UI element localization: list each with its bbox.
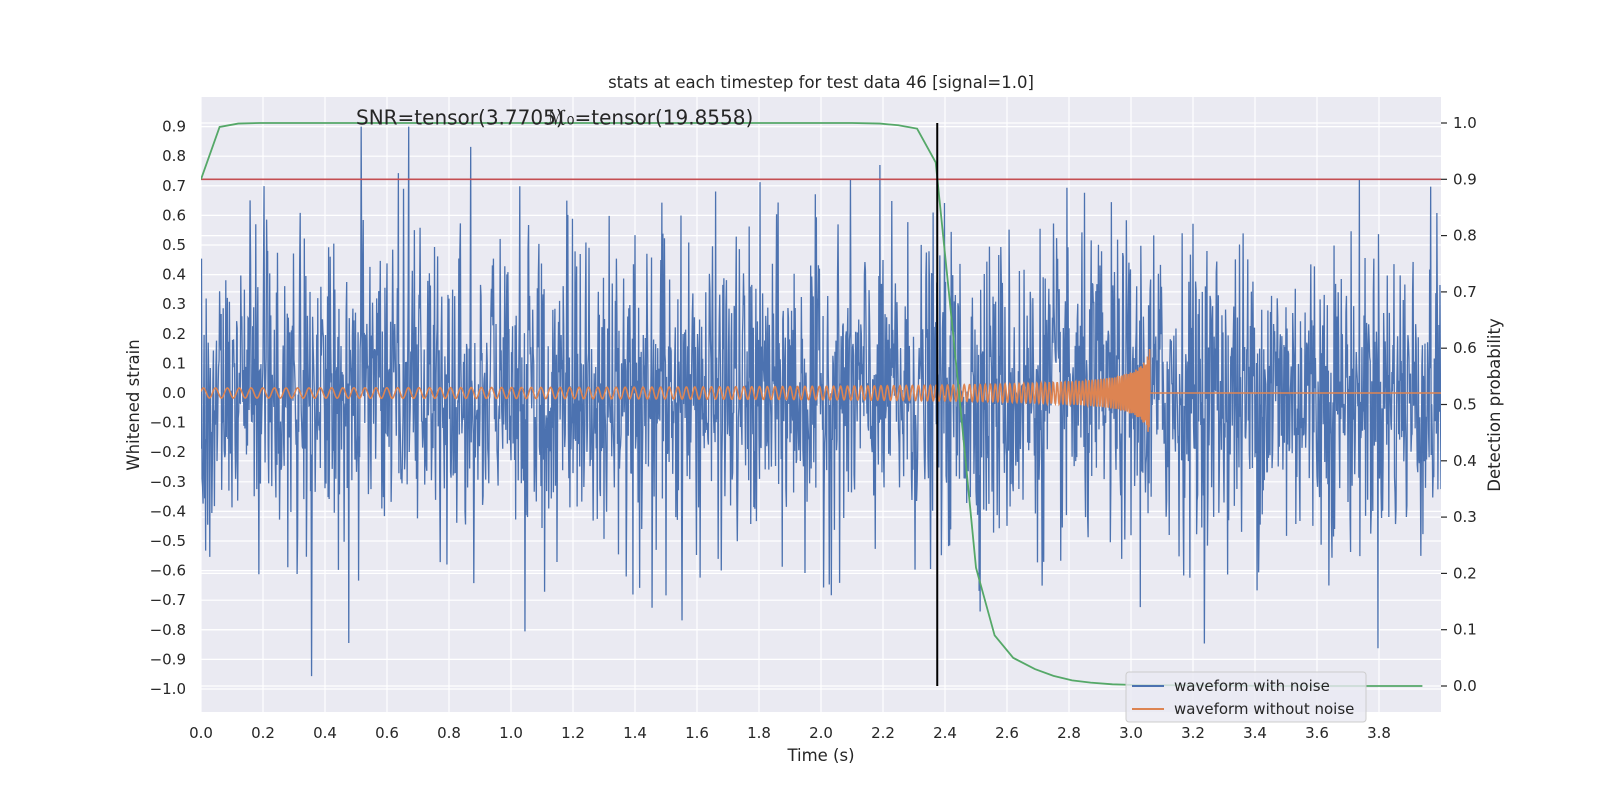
series-waveform-without-noise <box>201 349 1441 432</box>
y-tick-label: 0.0 <box>162 384 186 402</box>
y2-tick-label: 1.0 <box>1453 114 1477 132</box>
y-tick-label: −0.8 <box>150 621 186 639</box>
y2-tick-label: 0.2 <box>1453 564 1477 582</box>
series-detection-probability <box>201 122 1423 687</box>
y2-tick-label: 0.0 <box>1453 677 1477 695</box>
y-tick-label: 0.5 <box>162 236 186 254</box>
y-tick-label: 0.3 <box>162 295 186 313</box>
y2-tick-label: 0.5 <box>1453 396 1477 414</box>
y-tick-label: 0.8 <box>162 147 186 165</box>
y-tick-label: 0.1 <box>162 354 186 372</box>
x-tick-label: 2.6 <box>995 724 1019 742</box>
x-axis-label: Time (s) <box>786 746 854 765</box>
y2-tick-label: 0.6 <box>1453 339 1477 357</box>
y2-tick-label: 0.9 <box>1453 170 1477 188</box>
y-tick-label: −0.7 <box>150 591 186 609</box>
y2-tick-label: 0.3 <box>1453 508 1477 526</box>
x-tick-label: 1.4 <box>623 724 647 742</box>
y-tick-label: −0.9 <box>150 650 186 668</box>
y-tick-label: 0.9 <box>162 118 186 136</box>
y2-axis-label: Detection probability <box>1485 318 1504 492</box>
series-waveform-with-noise <box>201 126 1441 677</box>
y-tick-label: 0.2 <box>162 325 186 343</box>
y-tick-label: −0.4 <box>150 502 186 520</box>
x-tick-label: 3.6 <box>1305 724 1329 742</box>
x-tick-label: 1.8 <box>747 724 771 742</box>
y-axis-ticks: 0.9 0.8 0.7 0.6 0.5 0.4 0.3 0.2 0.1 0.0 −0.1 −0.2 −0… <box>150 118 186 698</box>
y-tick-label: −0.1 <box>150 414 186 432</box>
x-tick-label: 3.0 <box>1119 724 1143 742</box>
y-tick-label: −0.5 <box>150 532 186 550</box>
y-tick-label: −0.6 <box>150 562 186 580</box>
legend-label-clean: waveform without noise <box>1174 700 1354 718</box>
chart-title: stats at each timestep for test data 46 … <box>608 73 1034 92</box>
y-tick-label: 0.4 <box>162 266 186 284</box>
x-tick-label: 2.2 <box>871 724 895 742</box>
y-tick-label: −0.2 <box>150 443 186 461</box>
chirp-mass-annotation: ℳ₀=tensor(19.8558) <box>545 106 753 130</box>
x-tick-label: 2.0 <box>809 724 833 742</box>
x-axis-ticks: 0.0 0.2 0.4 0.6 0.8 1.0 1.2 1.4 1.6 1.8 2.0 2.2 2.4 2… <box>189 724 1391 742</box>
x-tick-label: 1.0 <box>499 724 523 742</box>
x-tick-label: 0.6 <box>375 724 399 742</box>
y-axis-label: Whitened strain <box>124 339 143 470</box>
x-tick-label: 0.8 <box>437 724 461 742</box>
y2-tick-label: 0.7 <box>1453 283 1477 301</box>
x-tick-label: 0.0 <box>189 724 213 742</box>
y-tick-label: 0.6 <box>162 206 186 224</box>
legend-label-noise: waveform with noise <box>1174 677 1330 695</box>
x-tick-label: 0.4 <box>313 724 337 742</box>
legend-box <box>1125 671 1367 723</box>
x-tick-label: 3.2 <box>1181 724 1205 742</box>
x-tick-label: 3.8 <box>1367 724 1391 742</box>
y2-tick-label: 0.4 <box>1453 452 1477 470</box>
x-tick-label: 3.4 <box>1243 724 1267 742</box>
x-tick-label: 1.6 <box>685 724 709 742</box>
plot-area <box>201 122 1441 687</box>
y2-tick-label: 0.1 <box>1453 621 1477 639</box>
x-tick-label: 0.2 <box>251 724 275 742</box>
x-tick-label: 2.8 <box>1057 724 1081 742</box>
y-tick-label: 0.7 <box>162 177 186 195</box>
y2-tick-label: 0.8 <box>1453 227 1477 245</box>
x-tick-label: 2.4 <box>933 724 957 742</box>
series-layer <box>201 122 1441 687</box>
snr-annotation: SNR=tensor(3.7705) <box>356 106 564 130</box>
legend: waveform with noise waveform without noi… <box>1125 671 1367 723</box>
y-tick-label: −1.0 <box>150 680 186 698</box>
y2-axis-ticks: 1.0 0.9 0.8 0.7 0.6 0.5 0.4 0.3 0.2 0.1 0.0 <box>1441 114 1477 695</box>
y-tick-label: −0.3 <box>150 473 186 491</box>
x-tick-label: 1.2 <box>561 724 585 742</box>
